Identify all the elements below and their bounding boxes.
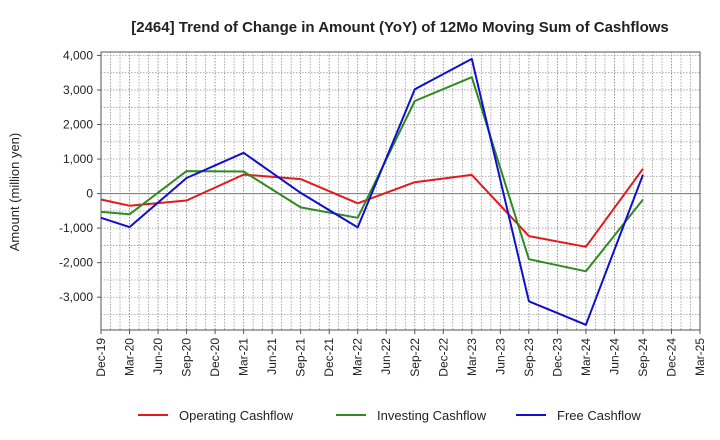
data-point-operating-cashflow xyxy=(299,178,301,180)
legend-item-investing-cashflow: Investing Cashflow xyxy=(336,408,487,423)
data-point-free-cashflow xyxy=(357,226,359,228)
y-tick-label: 3,000 xyxy=(63,83,93,97)
data-point-operating-cashflow xyxy=(242,173,244,175)
x-tick-label: Jun-22 xyxy=(379,338,393,375)
data-point-investing-cashflow xyxy=(242,170,244,172)
data-point-free-cashflow xyxy=(414,88,416,90)
x-tick-label: Sep-21 xyxy=(294,338,308,377)
data-point-free-cashflow xyxy=(242,152,244,154)
data-point-operating-cashflow xyxy=(100,198,102,200)
x-tick-label: Jun-24 xyxy=(607,338,621,375)
x-tick-label: Jun-23 xyxy=(493,338,507,375)
data-point-free-cashflow xyxy=(128,226,130,228)
legend-item-operating-cashflow: Operating Cashflow xyxy=(138,408,294,423)
data-point-operating-cashflow xyxy=(185,199,187,201)
x-tick-label: Sep-22 xyxy=(408,338,422,377)
x-tick-label: Sep-24 xyxy=(636,338,650,377)
plot-area-border xyxy=(100,51,701,331)
axis-layer: 4,000 3,000 2,000 1,000 0 -1,000 -2,000 -3,000 D… xyxy=(59,48,707,376)
data-point-investing-cashflow xyxy=(357,217,359,219)
data-point-investing-cashflow xyxy=(471,76,473,78)
data-point-free-cashflow xyxy=(100,217,102,219)
data-point-operating-cashflow xyxy=(642,168,644,170)
data-point-free-cashflow xyxy=(585,324,587,326)
data-point-operating-cashflow xyxy=(414,181,416,183)
y-tick-label: 0 xyxy=(86,187,93,201)
x-tick-label: Dec-20 xyxy=(208,338,222,377)
data-point-free-cashflow xyxy=(528,300,530,302)
legend-label: Free Cashflow xyxy=(557,408,641,423)
series-line-free-cashflow xyxy=(100,57,644,326)
legend: Operating Cashflow Investing Cashflow Free… xyxy=(138,408,641,423)
legend-item-free-cashflow: Free Cashflow xyxy=(516,408,641,423)
series-line-investing-cashflow xyxy=(100,76,644,273)
x-tick-label: Jun-21 xyxy=(265,338,279,375)
x-tick-label: Dec-19 xyxy=(94,338,108,377)
legend-label: Investing Cashflow xyxy=(377,408,487,423)
x-tick-label: Mar-23 xyxy=(465,338,479,376)
x-tick-label: Mar-24 xyxy=(579,338,593,376)
legend-label: Operating Cashflow xyxy=(179,408,294,423)
y-tick-label: 2,000 xyxy=(63,118,93,132)
series-layer xyxy=(100,57,644,326)
x-tick-label: Jun-20 xyxy=(151,338,165,375)
x-tick-label: Sep-23 xyxy=(522,338,536,377)
data-point-free-cashflow xyxy=(299,192,301,194)
y-tick-label: -1,000 xyxy=(59,221,93,235)
x-tick-label: Mar-21 xyxy=(237,338,251,376)
x-tick-label: Dec-23 xyxy=(550,338,564,377)
x-tick-label: Mar-22 xyxy=(351,338,365,376)
data-point-operating-cashflow xyxy=(471,174,473,176)
data-point-investing-cashflow xyxy=(128,213,130,215)
data-point-operating-cashflow xyxy=(357,202,359,204)
data-point-operating-cashflow xyxy=(128,204,130,206)
x-tick-label: Sep-20 xyxy=(180,338,194,377)
chart-title: [2464] Trend of Change in Amount (YoY) o… xyxy=(131,19,669,36)
x-tick-label: Dec-22 xyxy=(436,338,450,377)
data-point-free-cashflow xyxy=(185,177,187,179)
y-tick-label: -3,000 xyxy=(59,290,93,304)
grid-layer xyxy=(100,51,701,331)
y-tick-label: 1,000 xyxy=(63,152,93,166)
data-point-investing-cashflow xyxy=(585,270,587,272)
data-point-free-cashflow xyxy=(471,58,473,60)
series-line-operating-cashflow xyxy=(100,168,644,248)
y-axis-label: Amount (million yen) xyxy=(7,133,22,252)
data-point-operating-cashflow xyxy=(585,246,587,248)
data-point-investing-cashflow xyxy=(528,258,530,260)
y-tick-label: -2,000 xyxy=(59,256,93,270)
data-point-investing-cashflow xyxy=(185,170,187,172)
data-point-investing-cashflow xyxy=(414,100,416,102)
data-point-investing-cashflow xyxy=(642,198,644,200)
y-tick-label: 4,000 xyxy=(63,48,93,62)
x-tick-label: Dec-21 xyxy=(322,338,336,377)
x-tick-label: Mar-20 xyxy=(123,338,137,376)
x-tick-label: Mar-25 xyxy=(693,338,707,376)
data-point-free-cashflow xyxy=(642,173,644,175)
data-point-operating-cashflow xyxy=(528,235,530,237)
data-point-investing-cashflow xyxy=(299,206,301,208)
data-point-investing-cashflow xyxy=(100,211,102,213)
x-tick-label: Dec-24 xyxy=(664,338,678,377)
